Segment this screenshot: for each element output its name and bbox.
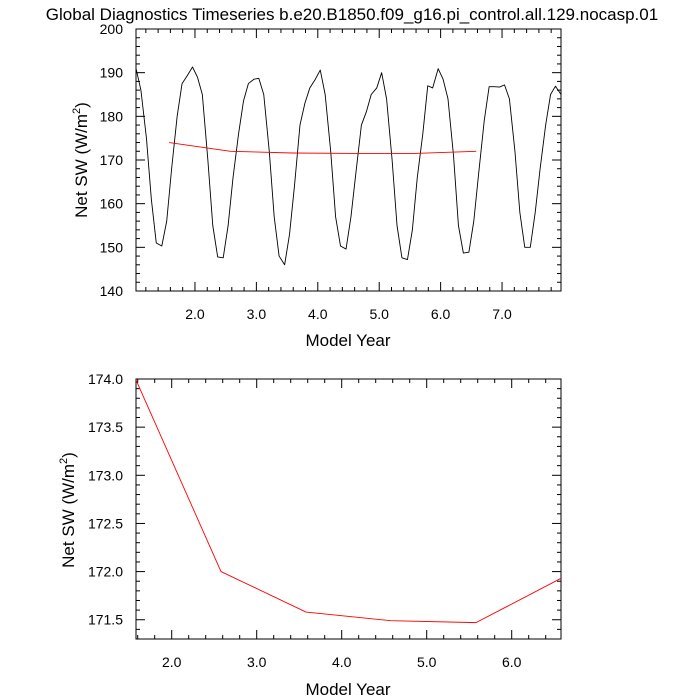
y-tick-label: 173.5 <box>88 419 123 435</box>
x-axis-label: Model Year <box>305 331 390 350</box>
x-tick-label: 4.0 <box>332 654 352 670</box>
data-series <box>135 379 562 624</box>
x-tick-label: 2.0 <box>162 654 182 670</box>
x-tick-label: 2.0 <box>185 306 205 322</box>
y-tick-label: 174.0 <box>88 371 123 387</box>
y-axis-label: Net SW (W/m2) <box>71 102 91 218</box>
tick-marks <box>136 378 561 640</box>
plot-frame <box>135 378 562 640</box>
x-tick-label: 4.0 <box>308 306 328 322</box>
y-tick-label: 180 <box>100 108 124 124</box>
annual-series-line <box>135 379 562 624</box>
y-tick-label: 200 <box>100 21 124 37</box>
y-tick-label: 190 <box>100 65 124 81</box>
x-tick-label: 7.0 <box>492 306 512 322</box>
annual-series-line <box>169 142 477 154</box>
y-tick-label: 172.5 <box>88 515 123 531</box>
tick-marks <box>136 28 561 292</box>
x-tick-labels: 2.0 3.0 4.0 5.0 6.0 7.0 <box>185 306 512 322</box>
x-tick-label: 6.0 <box>502 654 522 670</box>
x-tick-label: 3.0 <box>247 654 267 670</box>
data-series <box>135 66 562 266</box>
y-tick-label: 171.5 <box>88 612 123 628</box>
y-tick-label: 173.0 <box>88 467 123 483</box>
y-tick-label: 140 <box>100 283 124 299</box>
y-axis-label: Net SW (W/m2) <box>58 452 78 568</box>
x-tick-label: 5.0 <box>369 306 389 322</box>
plot-frame <box>135 28 562 292</box>
monthly-series-line <box>135 66 562 266</box>
chart-title: Global Diagnostics Timeseries b.e20.B185… <box>46 5 658 24</box>
monthly-timeseries-panel: 2.0 3.0 4.0 5.0 6.0 7.0 140 150 160 170 180 190 200… <box>71 21 562 350</box>
y-tick-label: 172.0 <box>88 564 123 580</box>
x-axis-label: Model Year <box>305 680 390 699</box>
x-tick-label: 6.0 <box>431 306 451 322</box>
annual-mean-panel: 2.0 3.0 4.0 5.0 6.0 171.5 172.0 172.5 173.0 173.… <box>58 371 562 699</box>
x-tick-label: 3.0 <box>247 306 267 322</box>
y-tick-label: 170 <box>100 152 124 168</box>
y-tick-label: 160 <box>100 196 124 212</box>
y-tick-labels: 171.5 172.0 172.5 173.0 173.5 174.0 <box>88 371 123 628</box>
y-tick-label: 150 <box>100 239 124 255</box>
y-tick-labels: 140 150 160 170 180 190 200 <box>100 21 124 299</box>
x-tick-label: 5.0 <box>417 654 437 670</box>
x-tick-labels: 2.0 3.0 4.0 5.0 6.0 <box>162 654 522 670</box>
